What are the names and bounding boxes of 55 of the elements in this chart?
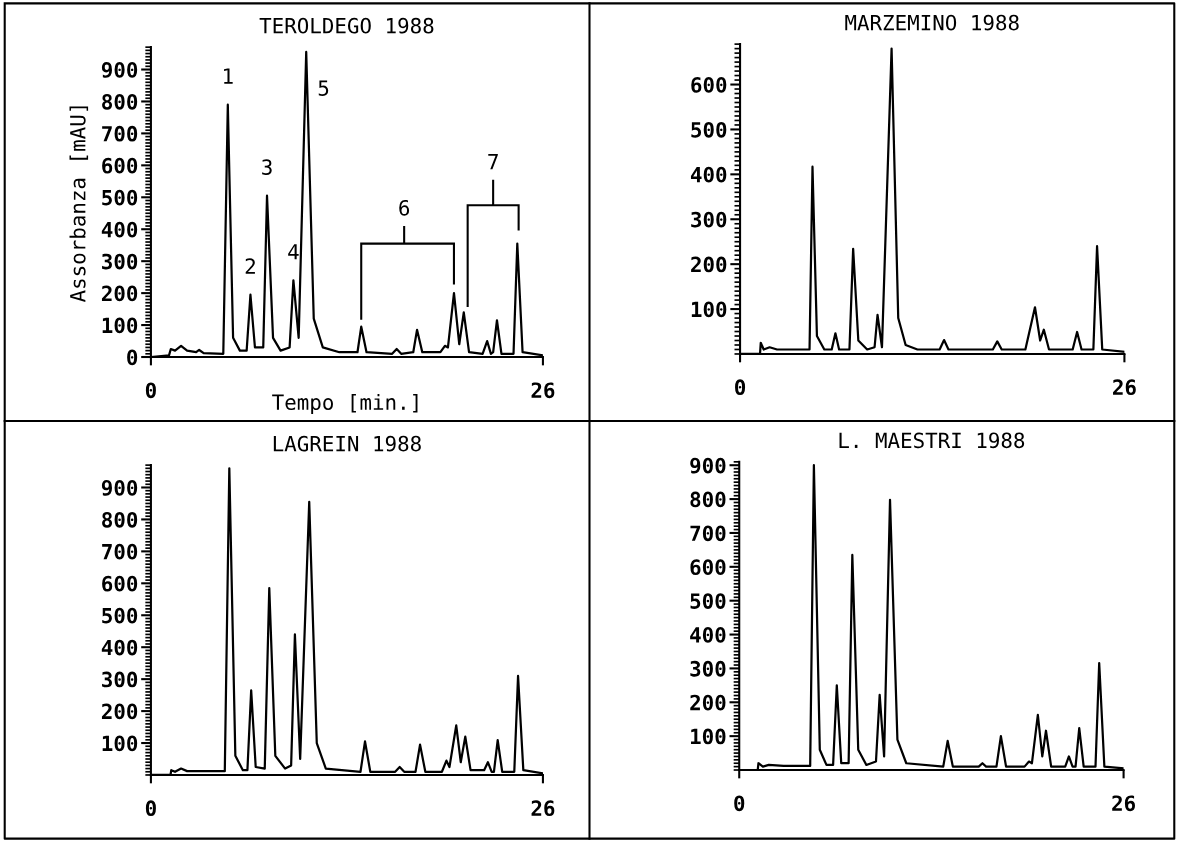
- y-tick-label: 100: [102, 735, 138, 752]
- chart-title: TEROLDEGO 1988: [259, 17, 434, 34]
- y-tick-label: 900: [101, 479, 138, 496]
- y-tick-label: 100: [691, 301, 727, 318]
- y-tick-label: 300: [102, 671, 138, 688]
- annotation: 5: [318, 80, 329, 96]
- y-tick-label: 500: [102, 189, 138, 206]
- y-tick-label: 400: [690, 627, 726, 643]
- y-tick-label: 500: [102, 607, 138, 624]
- annotation: 3: [262, 159, 272, 175]
- x-tick-label: 26: [1113, 379, 1136, 396]
- chart-title: L. MAESTRI 1988: [839, 432, 1025, 449]
- y-tick-label: 900: [101, 61, 138, 78]
- y-tick-label: 700: [102, 125, 138, 142]
- y-tick-label: 300: [690, 660, 726, 677]
- y-tick-label: 400: [101, 639, 138, 656]
- chart-title: LAGREIN 1988: [273, 435, 421, 452]
- x-axis-title: Tempo [min.]: [272, 393, 418, 415]
- annotation: 6: [399, 199, 410, 216]
- x-tick-label: 0: [145, 382, 156, 399]
- annotation: 1: [224, 68, 233, 84]
- annotation: 4: [288, 244, 299, 260]
- y-tick-label: 200: [690, 694, 726, 711]
- chart-title: MARZEMINO 1988: [845, 14, 1019, 31]
- y-tick-label: 600: [690, 559, 726, 576]
- annotation: 2: [245, 258, 255, 274]
- y-tick-label: 500: [690, 593, 726, 609]
- y-tick-label: 200: [691, 256, 727, 273]
- y-tick-label: 800: [690, 491, 726, 508]
- x-tick-label: 0: [734, 795, 745, 812]
- y-axis-title: Assorbanza [mAU]: [69, 106, 89, 303]
- y-tick-label: 400: [101, 221, 138, 238]
- y-tick-label: 700: [102, 543, 138, 560]
- y-tick-label: 900: [690, 457, 726, 474]
- y-tick-label: 600: [102, 575, 138, 592]
- x-tick-label: 26: [1112, 795, 1135, 812]
- x-tick-label: 0: [735, 379, 746, 396]
- y-tick-label: 700: [690, 525, 726, 542]
- annotation: 7: [488, 154, 498, 170]
- y-tick-label: 500: [691, 121, 727, 138]
- y-tick-label: 200: [101, 285, 138, 302]
- y-tick-label: 600: [691, 76, 727, 93]
- y-tick-label: 800: [102, 93, 138, 110]
- x-tick-label: 26: [531, 800, 555, 817]
- y-tick-label: 200: [101, 703, 138, 720]
- x-tick-label: 0: [145, 800, 156, 817]
- y-tick-label: 600: [102, 157, 138, 174]
- y-tick-label: 100: [691, 728, 726, 745]
- y-tick-label: 100: [102, 317, 138, 334]
- y-tick-label: 400: [690, 166, 727, 183]
- y-tick-label: 800: [102, 511, 138, 528]
- y-tick-label: 300: [102, 253, 138, 270]
- x-tick-label: 26: [531, 382, 555, 399]
- y-tick-label: 0: [127, 349, 138, 366]
- y-tick-label: 300: [691, 211, 727, 228]
